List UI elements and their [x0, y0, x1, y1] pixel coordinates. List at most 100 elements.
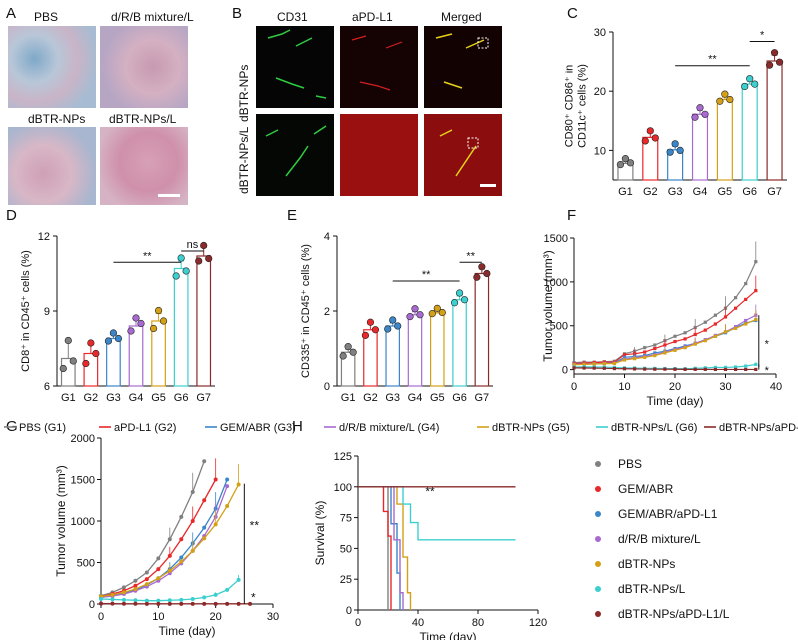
bar-G4: [691, 113, 709, 181]
scale-bar-fluor: [480, 184, 496, 187]
histology-image-mixture: [100, 26, 188, 108]
data-point: [666, 148, 674, 156]
data-point: [121, 597, 126, 602]
x-tick-label: 120: [529, 617, 547, 629]
data-point: [133, 601, 138, 606]
legend-marker: [595, 461, 601, 467]
data-point: [159, 317, 168, 325]
bar-G7: [196, 255, 212, 387]
data-point: [770, 49, 779, 57]
bar-G4: [128, 325, 144, 387]
data-point: [202, 595, 207, 600]
chart-e: 0 2 4 CD335⁺ in CD45⁺ cells (%) G1 G2 G3 G4 G5 G6…: [300, 231, 493, 404]
cd31-signal: [265, 29, 327, 177]
legend-label: dBTR-NPs: [618, 557, 675, 571]
y-axis-label: CD8⁺ in CD45⁺ cells (%): [20, 250, 32, 372]
y-axis-label: Tumor volume (mm³): [54, 465, 68, 577]
x-tick-label: G3: [385, 392, 400, 404]
y-tick-label: 2000: [71, 433, 95, 445]
data-point: [179, 537, 184, 542]
x-tick-label: G4: [129, 392, 144, 404]
y-tick-label: 1500: [71, 475, 95, 487]
data-point: [713, 367, 717, 372]
x-axis-label: Time (day): [420, 630, 477, 640]
data-point: [473, 273, 481, 281]
data-point: [703, 339, 707, 343]
panel-letter-f: F: [567, 207, 577, 224]
line-series: [100, 579, 240, 602]
data-point: [653, 367, 657, 371]
panel-letter-a: A: [6, 5, 17, 22]
x-tick-label: 10: [618, 381, 630, 393]
data-point: [384, 325, 392, 333]
data-point: [626, 159, 635, 167]
bar-G6: [173, 267, 189, 387]
data-point: [225, 477, 230, 482]
data-point: [144, 601, 149, 606]
line-series: [100, 479, 228, 599]
data-point: [110, 601, 115, 606]
data-point: [582, 366, 586, 370]
data-point: [202, 459, 207, 464]
data-point: [349, 348, 357, 356]
data-point: [683, 337, 687, 341]
data-point: [110, 597, 115, 602]
chart-h: 0 40 80 120 0 25 50 75 100 125 Time (day) Survival …: [313, 451, 730, 640]
x-tick-label: G7: [196, 392, 211, 404]
data-point: [213, 522, 218, 527]
data-point: [703, 328, 707, 332]
histology-image-pbs: [8, 26, 96, 108]
data-point: [450, 299, 459, 307]
y-tick-label: 9: [44, 306, 50, 318]
data-point: [643, 346, 647, 350]
data-point: [205, 254, 213, 263]
data-point: [622, 353, 627, 357]
x-tick-label: 0: [98, 611, 104, 623]
data-point: [713, 313, 717, 317]
data-point: [182, 267, 190, 275]
x-tick-label: G5: [430, 392, 445, 404]
data-point: [734, 306, 738, 310]
data-point: [411, 305, 419, 313]
data-point: [366, 318, 375, 326]
data-point: [156, 598, 161, 603]
x-tick-label: 80: [472, 617, 484, 629]
legend-label-G2: aPD-L1 (G2): [114, 422, 176, 434]
y-axis-label: CD335⁺ in CD45⁺ cells (%): [300, 244, 312, 378]
zoom-box-row1: [477, 37, 489, 49]
bar-G7: [474, 272, 490, 387]
legend-marker: [595, 561, 601, 567]
data-point: [701, 110, 709, 118]
panel-letter-d: D: [6, 207, 17, 224]
y-axis-label: CD80⁺ CD86⁺ in: [565, 65, 576, 148]
data-point: [202, 498, 207, 503]
x-tick-label: 40: [412, 617, 424, 629]
legend-label: dBTR-NPs/aPD-L1/L: [618, 607, 730, 621]
line-series: [100, 461, 205, 597]
zoom-box-row2: [467, 137, 479, 149]
data-point: [394, 322, 402, 330]
data-point: [653, 346, 657, 351]
data-point: [721, 90, 729, 98]
scale-bar: [158, 194, 180, 197]
data-point: [633, 357, 637, 361]
x-tick-label: G1: [61, 392, 76, 404]
data-point: [99, 597, 103, 602]
data-point: [460, 296, 469, 304]
data-point: [592, 362, 596, 366]
data-point: [195, 257, 203, 265]
y-axis-label: CD11c⁺ cells (%): [577, 64, 589, 148]
y-axis-label: Tumor volume (mm³): [541, 250, 555, 362]
bar-G6: [741, 83, 758, 181]
data-point: [653, 351, 657, 355]
histology-label-dbtr-l: dBTR-NPs/L: [109, 112, 177, 126]
data-point: [156, 556, 161, 561]
significance-label: **: [708, 54, 717, 66]
data-point: [612, 366, 616, 371]
y-tick-label: 75: [340, 513, 352, 525]
data-point: [673, 348, 677, 352]
data-point: [696, 104, 704, 112]
data-point: [344, 343, 352, 351]
x-tick-label: 30: [719, 381, 731, 393]
data-point: [190, 489, 195, 494]
